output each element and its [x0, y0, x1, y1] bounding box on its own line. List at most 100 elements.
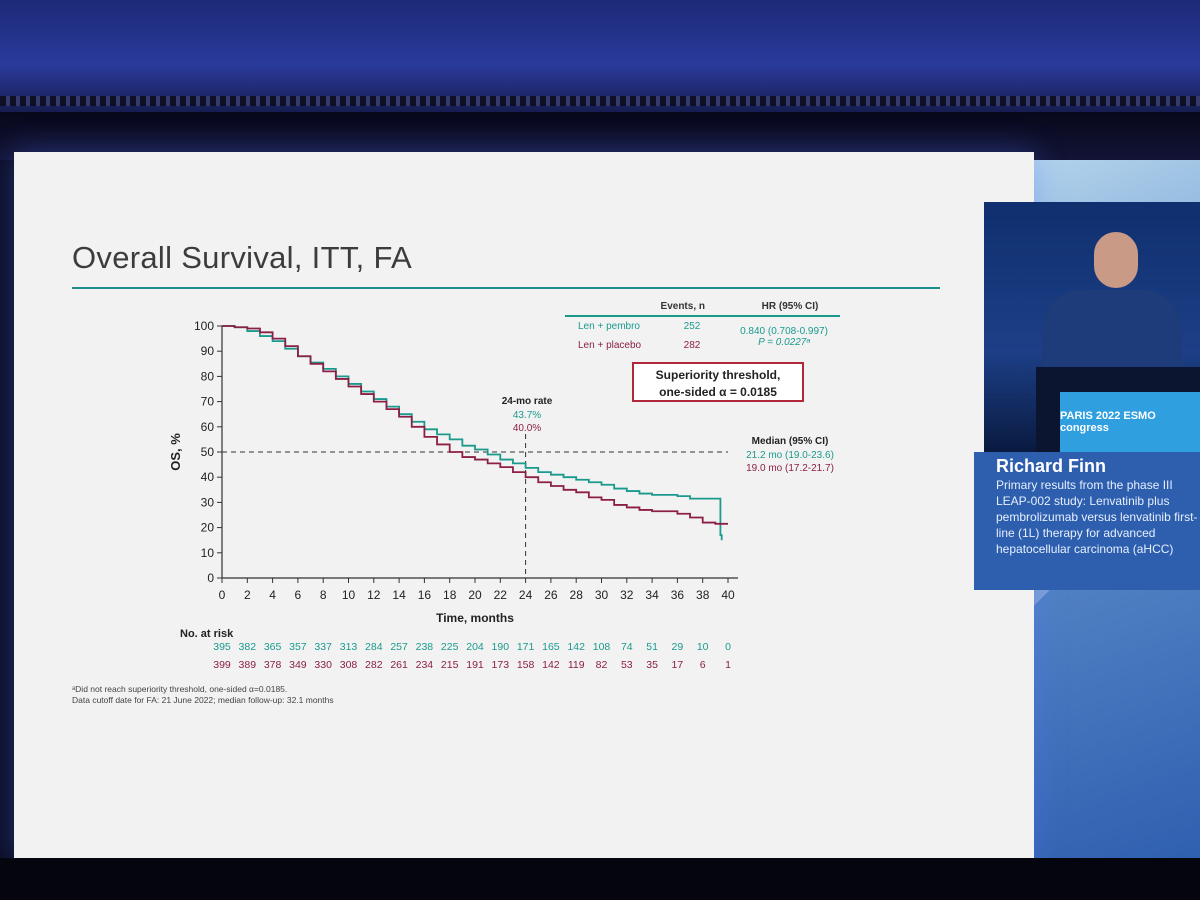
risk-count: 142 [567, 641, 585, 653]
risk-count: 158 [517, 659, 535, 671]
risk-count: 378 [264, 659, 282, 671]
risk-count: 382 [239, 641, 257, 653]
slide-title: Overall Survival, ITT, FA [72, 240, 412, 275]
rate-24-placebo: 40.0% [513, 423, 541, 434]
y-tick-label: 90 [201, 344, 215, 358]
speaker-lower-third [974, 452, 1200, 590]
risk-count: 17 [672, 659, 684, 671]
x-tick-label: 22 [494, 588, 508, 602]
risk-count: 282 [365, 659, 383, 671]
risk-count: 257 [390, 641, 408, 653]
lighting-rig [0, 96, 1200, 106]
x-tick-label: 18 [443, 588, 457, 602]
risk-count: 395 [213, 641, 231, 653]
risk-count: 171 [517, 641, 535, 653]
risk-count: 399 [213, 659, 231, 671]
arm-name-placebo: Len + placebo [578, 340, 642, 351]
x-tick-label: 30 [595, 588, 609, 602]
risk-count: 29 [672, 641, 684, 653]
risk-count: 357 [289, 641, 307, 653]
risk-count: 313 [340, 641, 358, 653]
audience-area [0, 858, 1200, 900]
p-value: P = 0.0227ᵃ [758, 337, 810, 348]
x-tick-label: 6 [295, 588, 302, 602]
x-tick-label: 34 [645, 588, 659, 602]
y-tick-label: 40 [201, 470, 215, 484]
x-tick-label: 16 [418, 588, 432, 602]
x-tick-label: 26 [544, 588, 558, 602]
speaker-figure [1042, 290, 1182, 380]
risk-count: 215 [441, 659, 459, 671]
risk-count: 308 [340, 659, 358, 671]
footnote-cutoff: Data cutoff date for FA: 21 June 2022; m… [72, 695, 334, 705]
presentation-slide [14, 152, 1034, 860]
km-curve-len-placebo [222, 325, 728, 525]
y-tick-label: 0 [207, 571, 214, 585]
y-tick-label: 20 [201, 521, 215, 535]
risk-count: 191 [466, 659, 484, 671]
x-tick-label: 4 [269, 588, 276, 602]
x-axis-title: Time, months [436, 611, 514, 625]
median-pembro: 21.2 mo (19.0-23.6) [746, 450, 834, 461]
risk-count: 0 [725, 641, 731, 653]
events-header: Events, n [661, 301, 705, 312]
median-placebo: 19.0 mo (17.2-21.7) [746, 463, 834, 474]
hr-header: HR (95% CI) [762, 301, 819, 312]
esmo-logo: PARIS 2022 ESMO congress [1060, 392, 1200, 452]
risk-count: 365 [264, 641, 282, 653]
hr-value: 0.840 (0.708-0.997) [740, 326, 828, 337]
risk-count: 53 [621, 659, 633, 671]
footnotes: ᵃDid not reach superiority threshold, on… [72, 684, 334, 706]
y-tick-label: 60 [201, 420, 215, 434]
risk-count: 238 [416, 641, 434, 653]
x-tick-label: 2 [244, 588, 251, 602]
risk-count: 74 [621, 641, 633, 653]
speaker-name: Richard Finn [996, 456, 1107, 476]
risk-count: 261 [390, 659, 408, 671]
risk-count: 234 [416, 659, 434, 671]
risk-count: 10 [697, 641, 709, 653]
threshold-line-1: Superiority threshold, [655, 368, 781, 382]
risk-count: 204 [466, 641, 484, 653]
km-curve-len-pembro [222, 325, 723, 541]
speaker-head [1094, 232, 1138, 288]
risk-count: 35 [646, 659, 658, 671]
risk-count: 330 [314, 659, 332, 671]
x-tick-label: 24 [519, 588, 533, 602]
risk-count: 1 [725, 659, 731, 671]
x-tick-label: 8 [320, 588, 327, 602]
risk-count: 190 [492, 641, 510, 653]
chart-curves [222, 325, 728, 541]
talk-title: Primary results from the phase III LEAP-… [996, 478, 1198, 556]
footnote-superiority: ᵃDid not reach superiority threshold, on… [72, 684, 288, 694]
y-tick-label: 10 [201, 546, 215, 560]
events-pembro: 252 [684, 321, 701, 332]
speaker-video: PARIS 2022 ESMO congress [984, 202, 1200, 452]
risk-count: 284 [365, 641, 383, 653]
x-tick-label: 38 [696, 588, 710, 602]
title-rule [72, 287, 940, 289]
y-tick-label: 100 [194, 319, 214, 333]
events-placebo: 282 [684, 340, 701, 351]
chart-labels: Events, n HR (95% CI) Len + pembro 252 Len +… [213, 301, 840, 671]
arm-name-pembro: Len + pembro [578, 321, 640, 332]
x-tick-label: 10 [342, 588, 356, 602]
threshold-line-2: one-sided α = 0.0185 [659, 385, 777, 399]
superiority-threshold-box: Superiority threshold, one-sided α = 0.0… [632, 362, 804, 402]
median-label: Median (95% CI) [752, 436, 829, 447]
risk-count: 337 [314, 641, 332, 653]
x-tick-label: 20 [468, 588, 482, 602]
rate-24-label: 24-mo rate [502, 396, 553, 407]
x-tick-label: 32 [620, 588, 634, 602]
risk-count: 51 [646, 641, 658, 653]
x-tick-label: 0 [219, 588, 226, 602]
risk-count: 165 [542, 641, 560, 653]
risk-count: 142 [542, 659, 560, 671]
y-tick-label: 50 [201, 445, 215, 459]
x-tick-label: 14 [392, 588, 406, 602]
rate-24-pembro: 43.7% [513, 410, 541, 421]
x-tick-label: 36 [671, 588, 685, 602]
risk-count: 389 [239, 659, 257, 671]
y-axis-title: OS, % [168, 433, 183, 471]
